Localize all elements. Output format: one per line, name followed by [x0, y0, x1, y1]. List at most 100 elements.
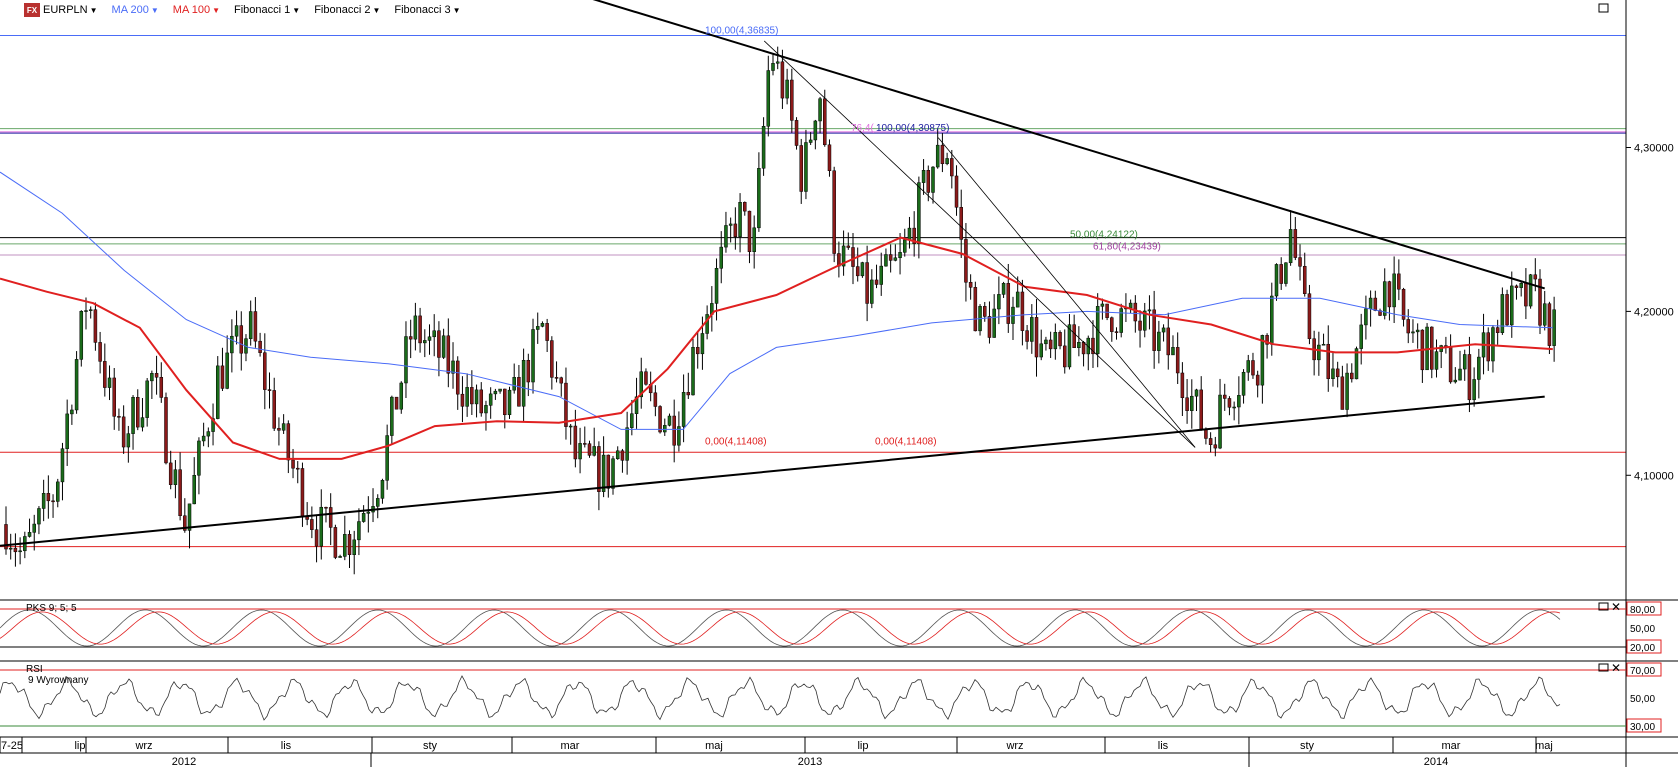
symbol-selector[interactable]: FX EURPLN ▼: [24, 3, 98, 17]
candle-body: [291, 459, 295, 469]
indicator-title: RSI: [26, 664, 43, 675]
candle-body: [32, 523, 36, 533]
year-label: 2012: [172, 756, 196, 767]
candle-body: [1307, 293, 1312, 339]
candle-body: [794, 120, 799, 146]
candle-body: [1152, 309, 1156, 351]
candle-body: [1166, 327, 1171, 356]
indicator-title: PKS 9; 5; 5: [26, 603, 77, 614]
candle-body: [1505, 294, 1509, 326]
candle-body: [84, 310, 88, 312]
close-icon: ✕: [1611, 661, 1621, 675]
level-badge: [1626, 662, 1662, 677]
candle-body: [1190, 395, 1194, 411]
candle-body: [1119, 308, 1123, 333]
candle-body: [587, 443, 592, 456]
candle-body: [140, 417, 145, 428]
candle-body: [578, 443, 582, 460]
candle-body: [187, 503, 192, 531]
candle-body: [437, 330, 441, 358]
candle-body: [1138, 320, 1142, 331]
candle-body: [1364, 308, 1368, 326]
candle-body: [446, 335, 451, 374]
candle-body: [1255, 374, 1260, 386]
candle-body: [357, 521, 361, 541]
candle-body: [394, 396, 399, 410]
candle-body: [1222, 394, 1227, 399]
candle-body: [507, 389, 512, 416]
candle-body: [992, 308, 996, 338]
candle-body: [583, 443, 587, 445]
candle-body: [719, 246, 723, 269]
candle-body: [1128, 302, 1133, 309]
candle-body: [1467, 354, 1472, 401]
candle-body: [1091, 337, 1095, 355]
candle-body: [314, 529, 319, 547]
candle-body: [639, 371, 643, 398]
indicator-panels: 80,00 50,00 20,00 PKS 9; 5; 5 ✕ 70,00 50,00 30,…: [0, 599, 1678, 733]
candle-body: [1293, 229, 1298, 258]
candle-body: [211, 418, 215, 432]
candle-body: [131, 397, 135, 434]
candle-body: [841, 245, 846, 267]
candle-body: [295, 467, 300, 470]
candle-body: [239, 325, 244, 354]
candle-body: [1317, 344, 1321, 361]
candle-body: [705, 314, 709, 334]
ma200-menu[interactable]: MA 200 ▼: [112, 4, 159, 16]
candle-body: [488, 393, 493, 406]
candle-body: [912, 227, 916, 245]
candle-body: [1321, 343, 1326, 346]
candle-body: [112, 377, 116, 417]
fx-logo-icon: FX: [24, 3, 40, 17]
fibonacci3-menu[interactable]: Fibonacci 3 ▼: [394, 4, 460, 16]
candle-body: [983, 306, 987, 317]
fib-label: 100,00(4,30875): [876, 123, 949, 134]
candle-body: [455, 360, 460, 395]
x-tick-label: sty: [1300, 740, 1315, 752]
candle-body: [1260, 335, 1265, 386]
candle-body: [724, 225, 728, 248]
candle-body: [1552, 309, 1556, 346]
candle-body: [568, 425, 573, 428]
chevron-down-icon: ▼: [292, 5, 301, 15]
x-tick-label: mar: [1442, 740, 1461, 752]
candle-body: [1081, 342, 1086, 355]
candle-body: [540, 323, 545, 327]
candle-body: [752, 227, 756, 253]
candle-body: [1157, 331, 1161, 351]
candle-body: [1034, 317, 1039, 358]
candle-body: [385, 435, 389, 481]
fibonacci-levels: [0, 34, 1626, 548]
ma100-menu[interactable]: MA 100 ▼: [173, 4, 220, 16]
candle-body: [1392, 273, 1396, 308]
candle-body: [1359, 324, 1363, 349]
x-tick-label: lis: [281, 740, 292, 752]
candle-body: [1015, 291, 1020, 308]
candle-body: [253, 311, 258, 342]
candle-body: [1072, 324, 1076, 348]
candle-body: [987, 316, 992, 338]
candle-body: [1044, 339, 1048, 345]
chevron-down-icon: ▼: [372, 5, 381, 15]
candle-body: [338, 556, 342, 558]
year-label: 2013: [798, 756, 822, 767]
candle-body: [380, 480, 385, 499]
fibonacci1-menu[interactable]: Fibonacci 1 ▼: [234, 4, 300, 16]
pks-line: [0, 609, 1561, 647]
candle-body: [771, 63, 775, 71]
candle-body: [408, 336, 413, 340]
fibonacci2-menu[interactable]: Fibonacci 2 ▼: [314, 4, 380, 16]
candle-body: [333, 527, 338, 558]
candle-body: [1528, 274, 1533, 307]
candle-body: [1472, 379, 1476, 401]
candle-body: [747, 210, 752, 253]
candle-body: [4, 524, 8, 550]
candle-body: [592, 446, 596, 456]
candle-body: [653, 392, 658, 407]
candle-body: [1519, 283, 1523, 288]
candle-body: [413, 315, 418, 340]
x-tick-label: lis: [1158, 740, 1169, 752]
